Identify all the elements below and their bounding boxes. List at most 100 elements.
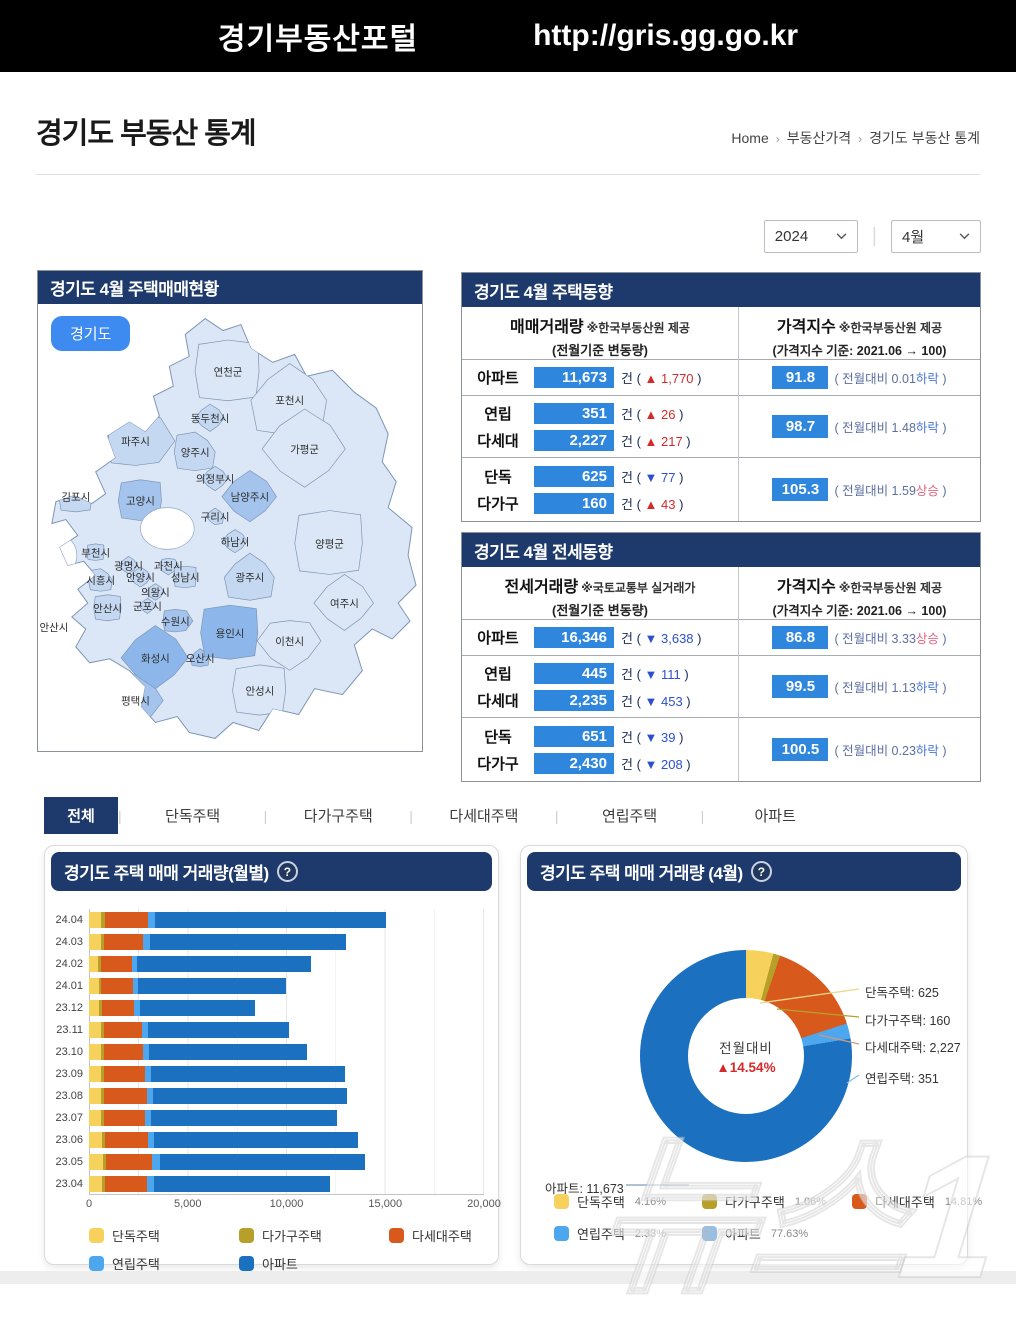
map-region-화성시[interactable] (120, 625, 189, 690)
help-icon[interactable]: ? (750, 861, 772, 882)
bar-segment-연립주택 (134, 1000, 140, 1016)
legend-chip (702, 1194, 717, 1209)
map-region-성남시[interactable] (173, 565, 197, 589)
map-label-이천시: 이천시 (275, 636, 304, 648)
legend-percent: 77.63% (770, 1227, 809, 1240)
bar-track (89, 1154, 484, 1170)
index-row-group: 100.5 ( 전월대비 0.23하락 ) (739, 717, 980, 781)
map-region-가평군[interactable] (261, 408, 346, 488)
index-value-badge: 99.5 (772, 675, 829, 698)
map-region-광명시[interactable] (118, 556, 138, 575)
volume-change: 건 ( ▲ 43 ) (621, 496, 684, 512)
bar-row: 23.12 (53, 997, 484, 1019)
bar-segment-다가구주택 (101, 1066, 104, 1082)
map-label-구리시: 구리시 (201, 512, 230, 524)
help-icon[interactable]: ? (276, 861, 298, 882)
filter-bar: 2024 | 4월 (763, 220, 981, 253)
divider (36, 174, 980, 175)
index-change: ( 전월대비 3.33상승 ) (834, 632, 947, 646)
bar-row-label: 24.02 (55, 958, 83, 970)
housing-type-label: 단독 (484, 728, 512, 746)
map-label-가평군: 가평군 (290, 444, 319, 456)
map-region-양주시[interactable] (173, 431, 216, 472)
breadcrumb-item[interactable]: Home (731, 130, 769, 146)
volume-value-badge: 160 (534, 492, 614, 514)
bar-segment-다세대주택 (103, 1044, 143, 1060)
map-region-안양시[interactable] (129, 566, 152, 588)
map-region-여주시[interactable] (313, 574, 374, 631)
map-region-군포시[interactable] (138, 597, 156, 614)
map-region-의정부시[interactable] (201, 465, 229, 492)
housing-type-label: 다가구 (477, 495, 519, 513)
map-panel-title: 경기도 4월 주택매매현황 (38, 271, 422, 304)
breadcrumb-item[interactable]: 경기도 부동산 통계 (869, 130, 980, 146)
map-region-수원시[interactable] (162, 609, 194, 633)
map-label-평택시: 평택시 (121, 696, 150, 708)
site-header: 경기부동산포털 http://gris.gg.go.kr (0, 0, 1016, 72)
tab-연립주택[interactable]: 연립주택 (601, 808, 658, 825)
map-region-구리시[interactable] (205, 507, 225, 525)
map-region-남양주시[interactable] (221, 470, 277, 523)
bar-segment-연립주택 (146, 1088, 154, 1104)
legend-label: 아파트 (725, 1227, 761, 1242)
index-row: 99.5 ( 전월대비 1.13하락 ) (739, 656, 980, 717)
tab-전체[interactable]: 전체 (44, 797, 118, 834)
map-region-의왕시[interactable] (145, 583, 165, 601)
map-label-성남시: 성남시 (171, 572, 200, 584)
bar-track (89, 956, 484, 972)
bar-segment-아파트 (139, 1000, 256, 1016)
bar-row: 24.02 (53, 953, 484, 975)
bar-row: 23.04 (53, 1173, 484, 1195)
index-header: 가격지수 ※한국부동산원 제공 (가격지수 기준: 2021.06 → 100) (772, 579, 947, 618)
bar-segment-다세대주택 (100, 956, 132, 972)
month-select[interactable]: 4월 (891, 220, 981, 253)
volume-change: 건 ( ▼ 208 ) (621, 756, 691, 772)
site-url: http://gris.gg.go.kr (533, 19, 799, 52)
legend-label: 다가구주택 (262, 1229, 322, 1244)
gyeonggi-button[interactable]: 경기도 (51, 316, 131, 351)
tab-다세대주택[interactable]: 다세대주택 (449, 808, 519, 825)
volume-row: 다가구 160 건 ( ▲ 43 ) (462, 490, 738, 517)
index-header: 가격지수 ※한국부동산원 제공 (가격지수 기준: 2021.06 → 100) (772, 319, 947, 358)
map-region-광주시[interactable] (223, 552, 275, 601)
bar-chart-legend: 단독주택 다가구주택 다세대주택 연립주택 아파트 (53, 1214, 484, 1273)
map-region-동두천시[interactable] (194, 403, 225, 432)
volume-change: 건 ( ▼ 77 ) (621, 469, 684, 485)
legend-label: 단독주택 (577, 1195, 625, 1210)
map-label-여주시: 여주시 (330, 598, 359, 610)
bar-segment-다세대주택 (103, 1022, 143, 1038)
map-label-군포시: 군포시 (133, 601, 162, 613)
bar-track (89, 1044, 484, 1060)
tab-다가구주택[interactable]: 다가구주택 (303, 808, 373, 825)
map-region-연천군[interactable] (194, 339, 260, 402)
map-label-파주시: 파주시 (121, 436, 150, 448)
bar-segment-아파트 (149, 934, 346, 950)
map-region-부천시[interactable] (86, 543, 105, 561)
index-row: 98.7 ( 전월대비 1.48하락 ) (739, 396, 980, 457)
tab-단독주택[interactable]: 단독주택 (165, 808, 221, 825)
map-region-안산시[interactable] (93, 594, 122, 622)
map-region-이천시[interactable] (256, 620, 322, 671)
year-select[interactable]: 2024 (763, 220, 858, 253)
x-tick-label: 0 (85, 1198, 93, 1210)
volume-value-badge: 16,346 (534, 627, 614, 648)
map-region-양평군[interactable] (294, 510, 363, 575)
index-value-badge: 98.7 (772, 415, 829, 438)
bar-segment-아파트 (153, 1176, 330, 1192)
housing-type-label: 다세대 (477, 432, 519, 450)
volume-row-group: 연립 445 건 ( ▼ 111 ) 다세대 2,235 건 ( ▼ 453 ) (462, 655, 738, 717)
map-region-용인시[interactable] (200, 604, 259, 660)
volume-value-badge: 2,430 (534, 752, 614, 774)
donut-legend-item-연립주택: 연립주택 2.33% (554, 1224, 702, 1243)
volume-row: 연립 445 건 ( ▼ 111 ) (462, 660, 738, 687)
breadcrumb-item[interactable]: 부동산가격 (786, 130, 852, 146)
volume-value-badge: 2,227 (534, 429, 614, 451)
filter-divider: | (871, 225, 877, 247)
tab-아파트[interactable]: 아파트 (754, 808, 796, 825)
housing-type-label: 아파트 (477, 370, 519, 387)
map-region-하남시[interactable] (221, 529, 248, 554)
map-label-연천군: 연천군 (214, 366, 243, 378)
site-logo[interactable]: 경기부동산포털 (217, 23, 419, 56)
bar-segment-아파트 (159, 1154, 366, 1170)
bar-segment-단독주택 (89, 1000, 100, 1016)
